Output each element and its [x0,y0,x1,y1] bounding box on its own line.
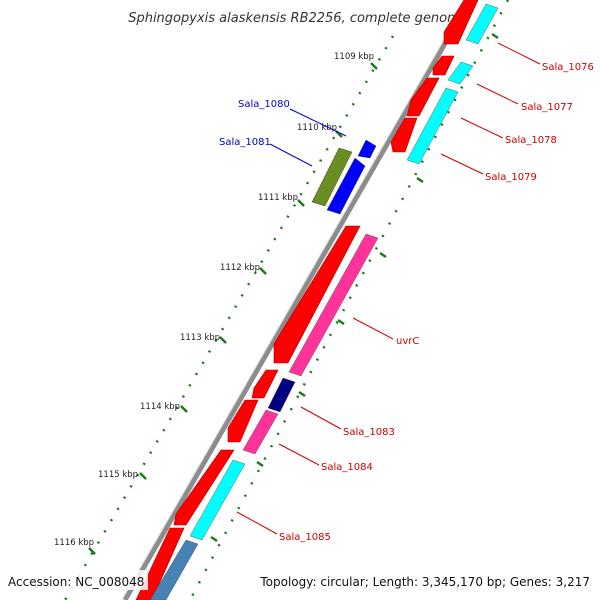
gene-arrow[interactable] [465,3,499,45]
reverse-track [311,139,377,215]
gene-label[interactable]: Sala_1079 [485,172,537,183]
gene-arrow[interactable] [149,539,199,600]
ruler-tick [298,390,306,398]
topology-text: Topology: circular; Length: 3,345,170 bp… [259,575,590,589]
scale-track-outer [188,0,510,600]
accession-text: Accession: NC_008048 [8,575,144,589]
callout-lines [236,42,541,535]
callout-line [278,443,320,466]
callout-line [476,83,519,105]
ruler-label: 1113 kbp [180,333,220,343]
footer-bg-left [4,570,148,590]
forward-track [149,3,499,600]
gene-label[interactable]: Sala_1077 [521,102,573,113]
ruler-label: 1114 kbp [140,402,180,412]
callout-line [289,108,347,137]
gene-arrow[interactable] [326,157,366,215]
gene-label[interactable]: Sala_1084 [321,462,373,473]
ruler-label: 1116 kbp [54,538,94,548]
gene-arrow[interactable] [288,233,379,377]
callout-line [440,153,484,175]
gene-arrow[interactable] [173,449,235,526]
gene-arrow[interactable] [357,139,377,159]
gene-arrow[interactable] [242,409,279,455]
callout-line [269,143,313,167]
gene-label[interactable]: Sala_1076 [542,62,594,73]
map-title: Sphingopyxis alaskensis RB2256, complete… [128,11,468,26]
gene-label[interactable]: Sala_1083 [343,427,395,438]
ruler-tick [370,62,378,70]
callout-line [236,511,278,535]
ruler-tick [210,535,218,543]
outer-track-ticks [210,32,499,543]
gene-arrow[interactable] [227,399,259,443]
ruler-label: 1112 kbp [220,263,260,273]
ruler-label: 1111 kbp [258,193,298,203]
cds-track [135,0,479,600]
ruler-tick [416,176,424,184]
callout-line [300,406,342,430]
ruler-label: 1109 kbp [334,52,374,62]
ruler-tick [88,547,96,555]
scale-track-inner [63,35,395,600]
gene-arrow[interactable] [189,459,246,541]
ruler-tick [219,336,227,344]
gene-arrow[interactable] [390,117,418,153]
callout-line [460,117,504,139]
gene-label[interactable]: Sala_1080 [238,99,290,110]
ruler-tick [180,405,188,413]
gene-label[interactable]: Sala_1085 [279,532,331,543]
ruler-label: 1115 kbp [98,470,138,480]
gene-arrow[interactable] [432,55,455,76]
ruler-tick [259,267,267,275]
gene-arrow[interactable] [406,77,440,117]
callout-line [352,317,394,340]
callout-line [497,42,541,65]
gene-label[interactable]: uvrC [396,336,419,347]
ruler-tick [297,199,305,207]
genome-backbone-highlight [121,0,468,600]
ruler-tick [256,460,264,468]
ruler-tick [139,472,147,480]
gene-arrow[interactable] [311,147,353,207]
footer-bg-right [256,570,596,590]
gene-arrow[interactable] [273,225,361,364]
gene-arrow[interactable] [267,377,296,413]
ruler-tick [337,318,345,326]
ruler-tick [491,32,499,40]
gene-arrow[interactable] [406,87,459,165]
gene-label[interactable]: Sala_1081 [219,137,271,148]
ruler-label: 1110 kbp [297,123,337,133]
gene-arrow[interactable] [447,61,474,85]
gene-arrow[interactable] [443,0,479,45]
gene-arrow[interactable] [251,369,279,399]
ruler-tick [379,251,387,259]
gene-label[interactable]: Sala_1078 [505,135,557,146]
